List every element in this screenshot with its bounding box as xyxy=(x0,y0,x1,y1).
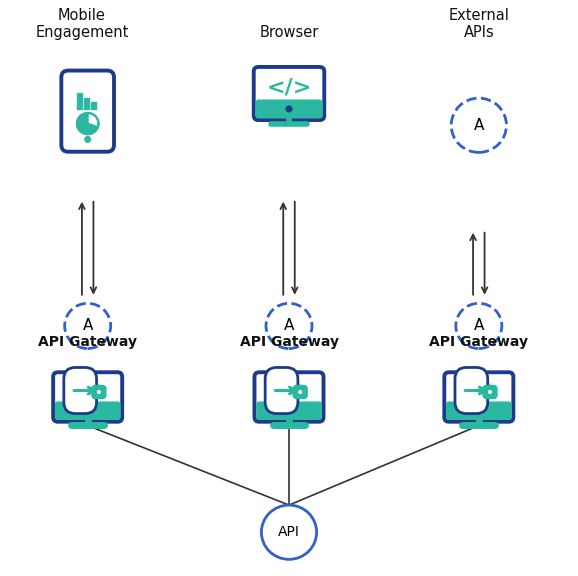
Circle shape xyxy=(476,408,481,413)
FancyBboxPatch shape xyxy=(444,372,513,422)
FancyBboxPatch shape xyxy=(254,67,324,120)
Text: API Gateway: API Gateway xyxy=(38,335,137,348)
FancyBboxPatch shape xyxy=(256,401,322,420)
FancyBboxPatch shape xyxy=(64,367,97,414)
Text: A: A xyxy=(83,319,93,334)
FancyBboxPatch shape xyxy=(483,386,497,398)
Wedge shape xyxy=(77,113,98,134)
Text: A: A xyxy=(473,118,484,132)
Circle shape xyxy=(299,391,302,393)
FancyBboxPatch shape xyxy=(265,367,298,414)
Text: A: A xyxy=(284,319,294,334)
Text: </>: </> xyxy=(266,78,312,98)
Circle shape xyxy=(98,391,100,393)
Text: Mobile
Engagement: Mobile Engagement xyxy=(35,8,129,40)
Text: Browser: Browser xyxy=(260,25,318,40)
Bar xyxy=(84,98,89,109)
Text: API: API xyxy=(278,525,300,539)
FancyBboxPatch shape xyxy=(294,386,307,398)
Text: API Gateway: API Gateway xyxy=(239,335,339,348)
FancyBboxPatch shape xyxy=(254,372,324,422)
Circle shape xyxy=(261,505,317,559)
Circle shape xyxy=(488,391,491,393)
Circle shape xyxy=(85,408,90,413)
Bar xyxy=(77,93,82,109)
Text: A: A xyxy=(473,319,484,334)
Circle shape xyxy=(286,106,292,112)
Circle shape xyxy=(85,137,91,142)
FancyBboxPatch shape xyxy=(53,372,122,422)
Bar xyxy=(91,101,97,109)
Text: API Gateway: API Gateway xyxy=(429,335,528,348)
FancyBboxPatch shape xyxy=(92,386,106,398)
FancyBboxPatch shape xyxy=(61,70,114,151)
FancyBboxPatch shape xyxy=(55,401,120,420)
FancyBboxPatch shape xyxy=(255,100,323,119)
FancyBboxPatch shape xyxy=(455,367,488,414)
Text: External
APIs: External APIs xyxy=(449,8,509,40)
Wedge shape xyxy=(88,113,98,127)
Circle shape xyxy=(287,408,291,413)
FancyBboxPatch shape xyxy=(446,401,512,420)
